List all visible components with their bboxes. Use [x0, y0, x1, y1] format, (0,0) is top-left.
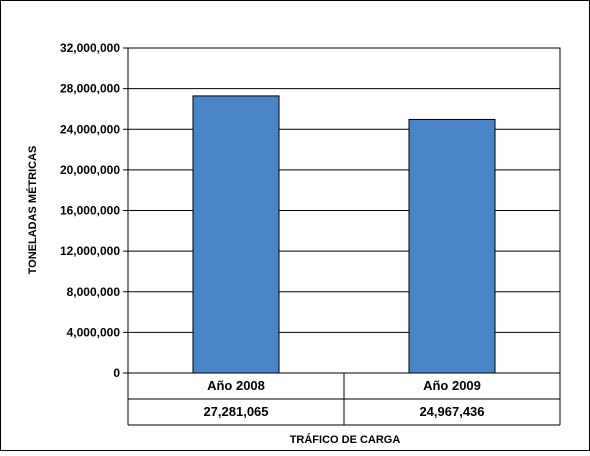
y-tick-label: 28,000,000	[60, 82, 120, 96]
bar	[408, 118, 496, 374]
y-tick-labels: 0 4,000,000 8,000,000 12,000,000 16,000,000 2…	[60, 41, 128, 380]
y-tick-label: 16,000,000	[60, 204, 120, 218]
y-tick-label: 4,000,000	[67, 325, 121, 339]
bar	[192, 95, 280, 374]
data-table: Año 2008 27,281,065 Año 2009 24,967,436	[127, 373, 561, 426]
bars	[192, 95, 496, 374]
data-value-label: 27,281,065	[203, 404, 268, 419]
y-tick-label: 24,000,000	[60, 122, 120, 136]
y-tick-label: 32,000,000	[60, 41, 120, 55]
x-axis-label: TRÁFICO DE CARGA	[290, 433, 401, 446]
y-tick-label: 12,000,000	[60, 244, 120, 258]
y-tick-label: 20,000,000	[60, 163, 120, 177]
y-tick-label: 0	[113, 366, 120, 380]
x-category-label: Año 2008	[207, 378, 265, 393]
data-value-label: 24,967,436	[419, 404, 484, 419]
y-tick-label: 8,000,000	[67, 285, 121, 299]
x-category-label: Año 2009	[423, 378, 481, 393]
y-axis-label: TONELADAS MÉTRICAS	[26, 146, 39, 275]
